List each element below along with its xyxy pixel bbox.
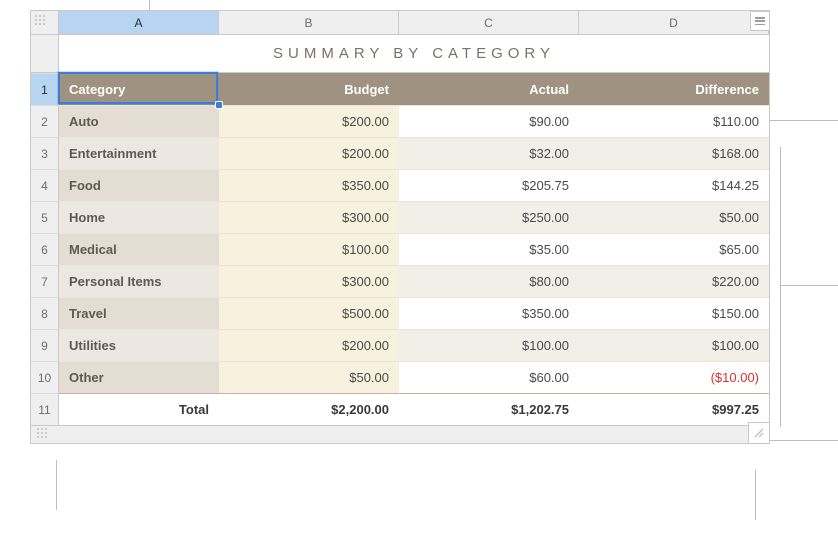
cell-category[interactable]: Other	[59, 361, 219, 393]
table-row: 7Personal Items$300.00$80.00$220.00	[31, 265, 769, 297]
cell-difference[interactable]: $144.25	[579, 169, 769, 201]
header-actual[interactable]: Actual	[399, 73, 579, 105]
callout-leader	[149, 0, 150, 10]
row-number[interactable]: 11	[31, 393, 59, 425]
cell-budget[interactable]: $100.00	[219, 233, 399, 265]
cell-actual[interactable]: $60.00	[399, 361, 579, 393]
cell-actual[interactable]: $350.00	[399, 297, 579, 329]
cell-budget[interactable]: $500.00	[219, 297, 399, 329]
cell-difference[interactable]: $65.00	[579, 233, 769, 265]
table-row: 6Medical$100.00$35.00$65.00	[31, 233, 769, 265]
row-number[interactable]: 5	[31, 201, 59, 233]
row-number[interactable]: 1	[31, 73, 59, 105]
row-number[interactable]: 6	[31, 233, 59, 265]
table-body: 1CategoryBudgetActualDifference2Auto$200…	[31, 73, 769, 425]
cell-category[interactable]: Auto	[59, 105, 219, 137]
header-difference[interactable]: Difference	[579, 73, 769, 105]
cell-category[interactable]: Travel	[59, 297, 219, 329]
table-row: 11Total$2,200.00$1,202.75$997.25	[31, 393, 769, 425]
cell-total-diff[interactable]: $997.25	[579, 393, 769, 425]
cell-budget[interactable]: $350.00	[219, 169, 399, 201]
cell-category[interactable]: Food	[59, 169, 219, 201]
cell-difference[interactable]: $110.00	[579, 105, 769, 137]
cell-difference[interactable]: $150.00	[579, 297, 769, 329]
cell-budget[interactable]: $200.00	[219, 137, 399, 169]
row-number[interactable]: 4	[31, 169, 59, 201]
table-row: 2Auto$200.00$90.00$110.00	[31, 105, 769, 137]
callout-leader	[755, 470, 756, 520]
cell-difference[interactable]: ($10.00)	[579, 361, 769, 393]
cell-category[interactable]: Medical	[59, 233, 219, 265]
column-header-A[interactable]: A	[59, 11, 219, 34]
cell-total-budget[interactable]: $2,200.00	[219, 393, 399, 425]
cell-actual[interactable]: $32.00	[399, 137, 579, 169]
row-label-blank	[31, 35, 59, 72]
cell-actual[interactable]: $205.75	[399, 169, 579, 201]
column-header-D[interactable]: D	[579, 11, 769, 34]
cell-category[interactable]: Entertainment	[59, 137, 219, 169]
column-header-C[interactable]: C	[399, 11, 579, 34]
table-row: 5Home$300.00$250.00$50.00	[31, 201, 769, 233]
cell-difference[interactable]: $220.00	[579, 265, 769, 297]
drag-grip-icon	[37, 428, 51, 442]
cell-category[interactable]: Utilities	[59, 329, 219, 361]
cell-actual[interactable]: $80.00	[399, 265, 579, 297]
cell-total-actual[interactable]: $1,202.75	[399, 393, 579, 425]
cell-actual[interactable]: $35.00	[399, 233, 579, 265]
column-header-B[interactable]: B	[219, 11, 399, 34]
cell-category[interactable]: Home	[59, 201, 219, 233]
cell-difference[interactable]: $168.00	[579, 137, 769, 169]
table-row: 1CategoryBudgetActualDifference	[31, 73, 769, 105]
row-number[interactable]: 8	[31, 297, 59, 329]
table-title-row: SUMMARY BY CATEGORY	[31, 35, 769, 73]
row-number[interactable]: 10	[31, 361, 59, 393]
table-row: 3Entertainment$200.00$32.00$168.00	[31, 137, 769, 169]
cell-difference[interactable]: $100.00	[579, 329, 769, 361]
spreadsheet-table: ABCD SUMMARY BY CATEGORY 1CategoryBudget…	[30, 10, 770, 444]
drag-grip-icon	[35, 15, 49, 29]
header-category[interactable]: Category	[59, 73, 219, 105]
callout-leader	[56, 460, 57, 510]
callout-leader	[780, 285, 838, 286]
add-row-bar[interactable]	[31, 425, 769, 443]
cell-budget[interactable]: $200.00	[219, 105, 399, 137]
select-all-corner[interactable]	[31, 11, 59, 34]
table-row: 8Travel$500.00$350.00$150.00	[31, 297, 769, 329]
cell-actual[interactable]: $90.00	[399, 105, 579, 137]
callout-leader	[780, 147, 781, 427]
table-title: SUMMARY BY CATEGORY	[59, 35, 769, 72]
table-row: 4Food$350.00$205.75$144.25	[31, 169, 769, 201]
header-budget[interactable]: Budget	[219, 73, 399, 105]
add-column-handle[interactable]	[750, 11, 770, 31]
cell-total-label[interactable]: Total	[59, 393, 219, 425]
cell-category[interactable]: Personal Items	[59, 265, 219, 297]
row-number[interactable]: 9	[31, 329, 59, 361]
column-header-bar: ABCD	[31, 11, 769, 35]
row-number[interactable]: 2	[31, 105, 59, 137]
table-row: 9Utilities$200.00$100.00$100.00	[31, 329, 769, 361]
cell-budget[interactable]: $200.00	[219, 329, 399, 361]
row-number[interactable]: 3	[31, 137, 59, 169]
cell-difference[interactable]: $50.00	[579, 201, 769, 233]
table-resize-handle[interactable]	[748, 422, 770, 444]
callout-leader	[770, 120, 838, 121]
table-row: 10Other$50.00$60.00($10.00)	[31, 361, 769, 393]
cell-actual[interactable]: $100.00	[399, 329, 579, 361]
row-number[interactable]: 7	[31, 265, 59, 297]
cell-budget[interactable]: $50.00	[219, 361, 399, 393]
cell-actual[interactable]: $250.00	[399, 201, 579, 233]
cell-budget[interactable]: $300.00	[219, 201, 399, 233]
callout-leader	[770, 440, 838, 441]
cell-budget[interactable]: $300.00	[219, 265, 399, 297]
